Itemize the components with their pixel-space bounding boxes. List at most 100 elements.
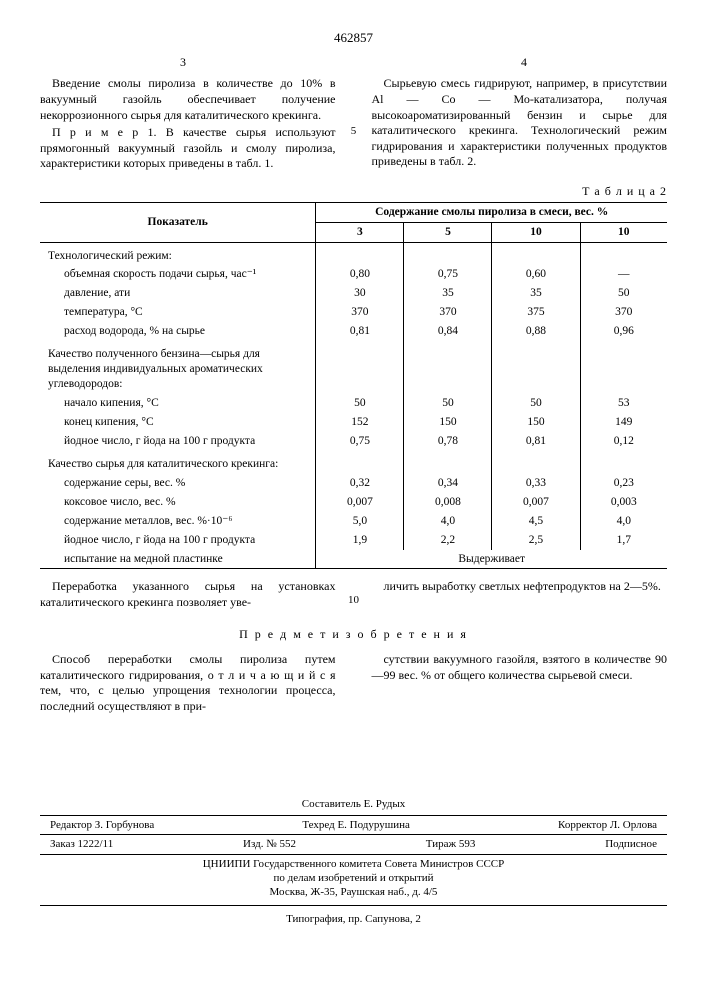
page-left: 3 xyxy=(180,55,186,71)
th-c3: 10 xyxy=(492,222,580,242)
cell: 35 xyxy=(492,284,580,303)
typography: Типография, пр. Сапунова, 2 xyxy=(40,912,667,926)
document-number: 462857 xyxy=(40,30,667,47)
th-c1: 3 xyxy=(316,222,404,242)
row-label: температура, °С xyxy=(40,303,316,322)
after-right: личить выработку светлых нефтепродуктов … xyxy=(372,579,668,612)
cell: 0,008 xyxy=(404,493,492,512)
th-group: Содержание смолы пиролиза в смеси, вес. … xyxy=(316,202,667,222)
cell: 50 xyxy=(316,394,404,413)
section3: Качество сырья для каталитического креки… xyxy=(40,451,316,474)
izd: Изд. № 552 xyxy=(243,837,296,851)
cell: 35 xyxy=(404,284,492,303)
cell: 375 xyxy=(492,303,580,322)
line-marker-5: 5 xyxy=(348,76,360,174)
cell: 0,33 xyxy=(492,474,580,493)
cell: 50 xyxy=(580,284,667,303)
cell: 0,75 xyxy=(404,265,492,284)
after-p-left: Переработка указанного сырья на установк… xyxy=(40,579,336,610)
row-label: йодное число, г йода на 100 г продукта xyxy=(40,531,316,550)
table-row: содержание серы, вес. %0,320,340,330,23 xyxy=(40,474,667,493)
cell: 0,78 xyxy=(404,432,492,451)
table-row: йодное число, г йода на 100 г продукта1,… xyxy=(40,531,667,550)
org1: ЦНИИПИ Государственного комитета Совета … xyxy=(40,857,667,871)
cell: 150 xyxy=(492,413,580,432)
cell: 0,60 xyxy=(492,265,580,284)
intro-p3: Сырьевую смесь гидрируют, например, в пр… xyxy=(372,76,668,170)
cell: 0,34 xyxy=(404,474,492,493)
cell: 1,7 xyxy=(580,531,667,550)
table-label: Т а б л и ц а 2 xyxy=(40,184,667,200)
table-row: расход водорода, % на сырье0,810,840,880… xyxy=(40,322,667,341)
cell: 0,32 xyxy=(316,474,404,493)
table-row: йодное число, г йода на 100 г продукта0,… xyxy=(40,432,667,451)
claim-p-left: Способ переработки смолы пиролиза путем … xyxy=(40,652,336,714)
cell: 0,96 xyxy=(580,322,667,341)
row-label: объемная скорость подачи сырья, час⁻¹ xyxy=(40,265,316,284)
cell: 0,12 xyxy=(580,432,667,451)
cell: 2,5 xyxy=(492,531,580,550)
table-row: температура, °С370370375370 xyxy=(40,303,667,322)
cell: 1,9 xyxy=(316,531,404,550)
claim-right: сутствии вакуумного газойля, взятого в к… xyxy=(372,652,668,716)
claim-columns: Способ переработки смолы пиролиза путем … xyxy=(40,652,667,716)
cell: 50 xyxy=(404,394,492,413)
line-marker-10: 10 xyxy=(348,579,360,612)
after-left: Переработка указанного сырья на установк… xyxy=(40,579,336,612)
intro-columns: Введение смолы пиролиза в количестве до … xyxy=(40,76,667,174)
cell: 4,0 xyxy=(404,512,492,531)
cell: 0,80 xyxy=(316,265,404,284)
cell: 0,84 xyxy=(404,322,492,341)
cell-merged: Выдерживает xyxy=(316,550,667,569)
cell: 0,007 xyxy=(316,493,404,512)
order: Заказ 1222/11 xyxy=(50,837,113,851)
cell: 370 xyxy=(580,303,667,322)
cell: 4,5 xyxy=(492,512,580,531)
th-indicator: Показатель xyxy=(40,202,316,242)
after-table-columns: Переработка указанного сырья на установк… xyxy=(40,579,667,612)
row-label: содержание металлов, вес. %·10⁻⁶ xyxy=(40,512,316,531)
page-right: 4 xyxy=(521,55,527,71)
sub: Подписное xyxy=(605,837,657,851)
left-column: Введение смолы пиролиза в количестве до … xyxy=(40,76,336,174)
cell: 4,0 xyxy=(580,512,667,531)
cell: 0,88 xyxy=(492,322,580,341)
cell: 150 xyxy=(404,413,492,432)
section1: Технологический режим: xyxy=(40,242,316,265)
cell: 149 xyxy=(580,413,667,432)
cell: — xyxy=(580,265,667,284)
table-row-last: испытание на медной пластинке Выдерживае… xyxy=(40,550,667,569)
cell: 0,81 xyxy=(316,322,404,341)
row-label: коксовое число, вес. % xyxy=(40,493,316,512)
table-row: давление, ати30353550 xyxy=(40,284,667,303)
footer: Составитель Е. Рудых Редактор З. Горбуно… xyxy=(40,797,667,927)
row-label: расход водорода, % на сырье xyxy=(40,322,316,341)
section2: Качество полученного бензина—сырья для в… xyxy=(40,341,316,394)
cell: 0,75 xyxy=(316,432,404,451)
footer-order: Заказ 1222/11 Изд. № 552 Тираж 593 Подпи… xyxy=(40,834,667,854)
cell: 53 xyxy=(580,394,667,413)
cell: 370 xyxy=(404,303,492,322)
cell: 370 xyxy=(316,303,404,322)
table-row: содержание металлов, вес. %·10⁻⁶5,04,04,… xyxy=(40,512,667,531)
row-label: давление, ати xyxy=(40,284,316,303)
org2: по делам изобретений и открытий xyxy=(40,871,667,885)
cell: 0,003 xyxy=(580,493,667,512)
editor: Редактор З. Горбунова xyxy=(50,818,154,832)
page-numbers: 3 4 xyxy=(40,55,667,71)
row-label: йодное число, г йода на 100 г продукта xyxy=(40,432,316,451)
footer-credits: Редактор З. Горбунова Техред Е. Подуруши… xyxy=(40,815,667,834)
techred: Техред Е. Подурушина xyxy=(302,818,410,832)
right-column: Сырьевую смесь гидрируют, например, в пр… xyxy=(372,76,668,174)
after-p-right: личить выработку светлых нефтепродуктов … xyxy=(372,579,668,595)
th-c4: 10 xyxy=(580,222,667,242)
claim-p-right: сутствии вакуумного газойля, взятого в к… xyxy=(372,652,668,683)
cell: 2,2 xyxy=(404,531,492,550)
table-row: конец кипения, °С152150150149 xyxy=(40,413,667,432)
compiler: Составитель Е. Рудых xyxy=(40,797,667,811)
subject-title: П р е д м е т и з о б р е т е н и я xyxy=(40,627,667,643)
row-label: содержание серы, вес. % xyxy=(40,474,316,493)
intro-p2: П р и м е р 1. В качестве сырья использу… xyxy=(40,125,336,172)
cell: 0,007 xyxy=(492,493,580,512)
cell: 0,81 xyxy=(492,432,580,451)
